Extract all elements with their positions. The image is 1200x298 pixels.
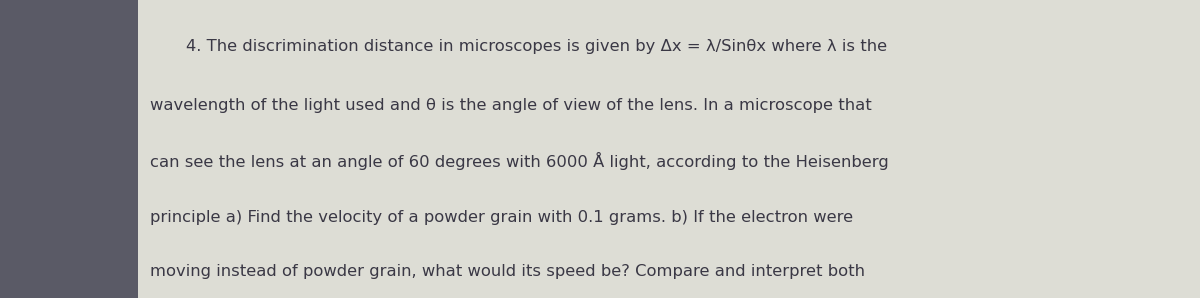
Text: can see the lens at an angle of 60 degrees with 6000 Å light, according to the H: can see the lens at an angle of 60 degre…	[150, 152, 889, 170]
Text: principle a) Find the velocity of a powder grain with 0.1 grams. b) If the elect: principle a) Find the velocity of a powd…	[150, 210, 853, 225]
Text: 4. The discrimination distance in microscopes is given by Δx = λ/Sinθx where λ i: 4. The discrimination distance in micros…	[186, 39, 887, 54]
Text: moving instead of powder grain, what would its speed be? Compare and interpret b: moving instead of powder grain, what wou…	[150, 264, 865, 279]
FancyBboxPatch shape	[138, 0, 1200, 298]
Text: wavelength of the light used and θ is the angle of view of the lens. In a micros: wavelength of the light used and θ is th…	[150, 98, 871, 113]
